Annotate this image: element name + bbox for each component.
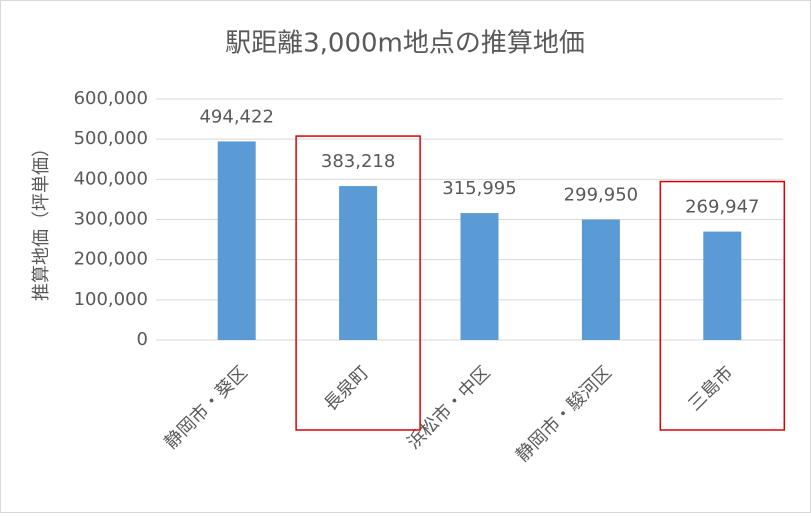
data-label: 494,422	[199, 106, 273, 127]
y-tick-label: 300,000	[74, 209, 148, 230]
data-label: 315,995	[442, 178, 516, 199]
data-label: 299,950	[564, 185, 638, 206]
y-tick-label: 400,000	[74, 168, 148, 189]
data-label: 269,947	[685, 197, 759, 218]
bar	[217, 141, 256, 340]
bar	[460, 213, 499, 340]
y-axis-label: 推算地価（坪単価）	[31, 139, 52, 301]
y-tick-label: 100,000	[74, 289, 148, 310]
bar	[703, 231, 742, 340]
y-tick-label: 200,000	[74, 249, 148, 270]
bar	[339, 186, 378, 340]
bar	[581, 219, 620, 340]
y-tick-label: 0	[137, 329, 148, 350]
highlight-box	[295, 135, 421, 431]
y-tick-label: 500,000	[74, 128, 148, 149]
data-label: 383,218	[321, 151, 395, 172]
highlight-box	[659, 180, 786, 431]
y-tick-label: 600,000	[74, 88, 148, 109]
chart-title: 駅距離3,000m地点の推算地価	[225, 29, 585, 59]
